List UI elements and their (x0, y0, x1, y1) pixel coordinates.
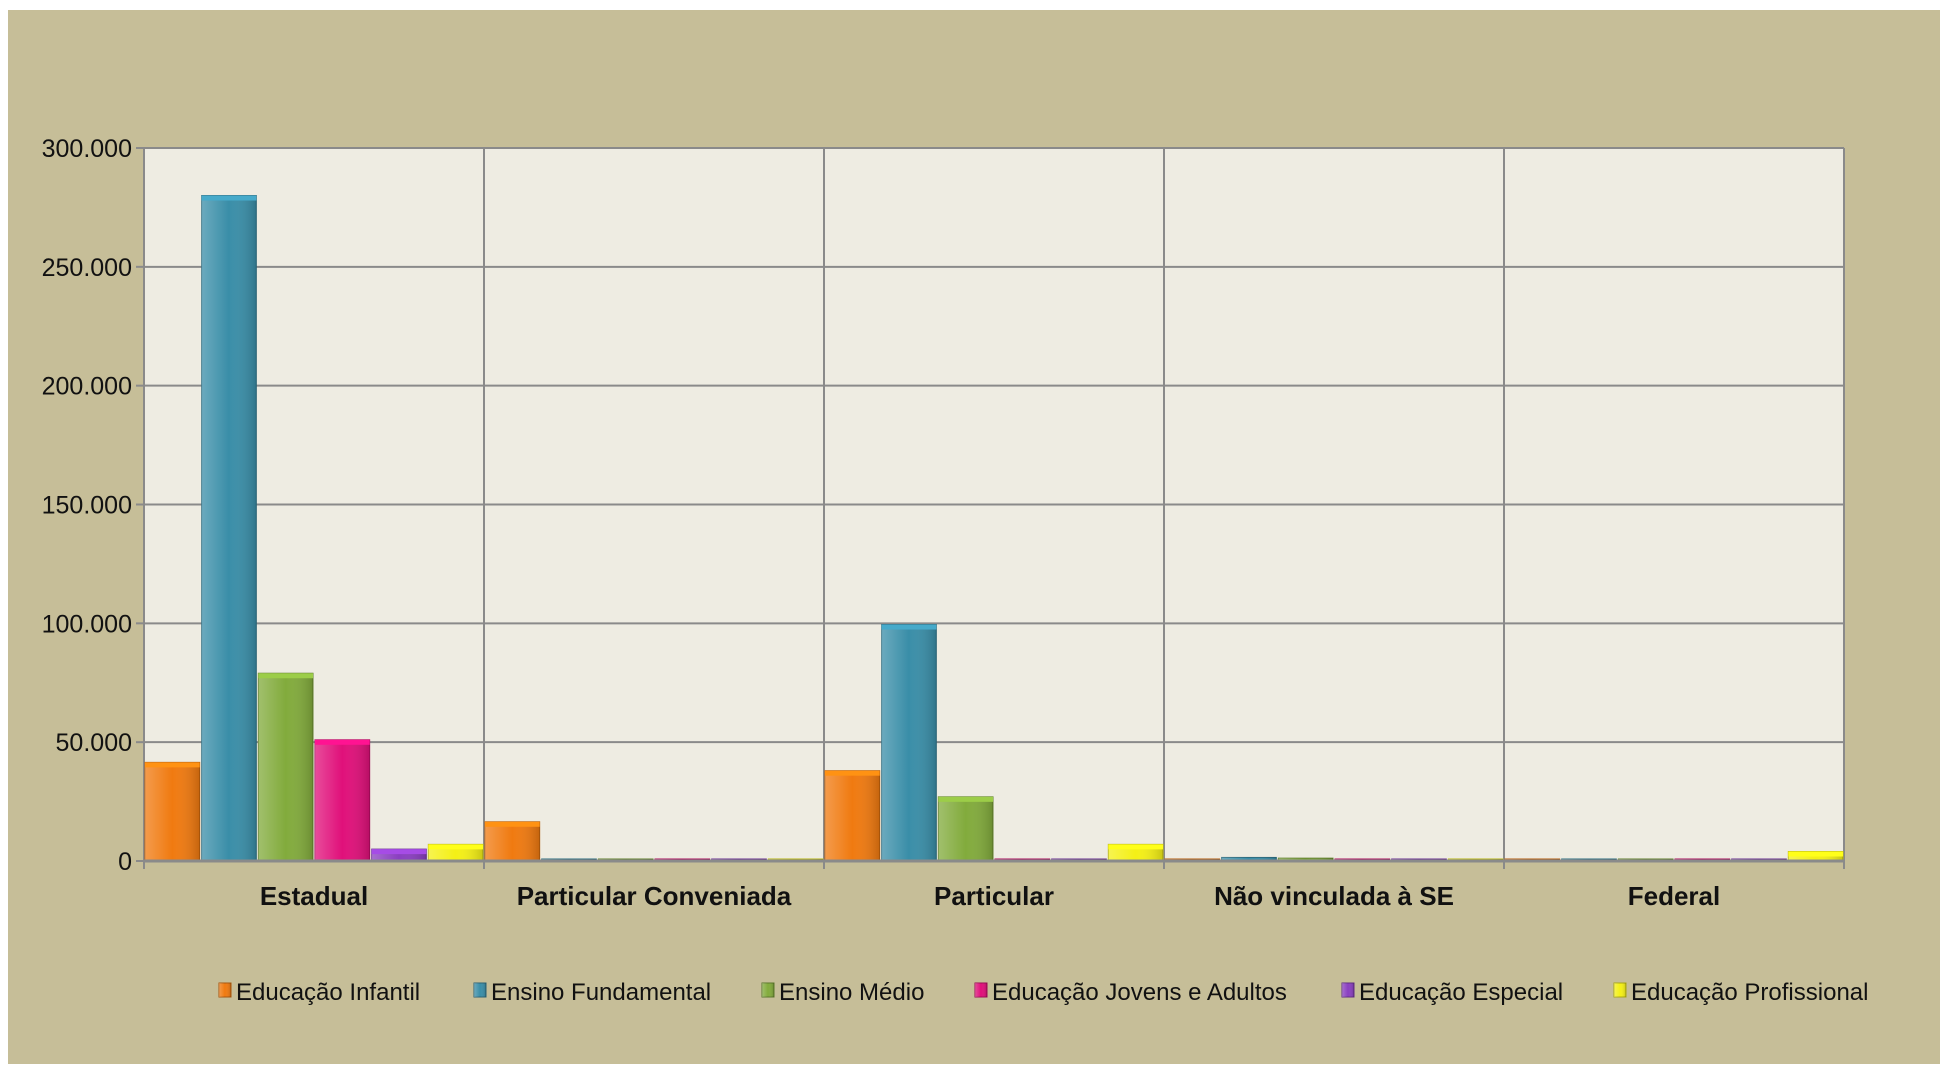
bar-top (825, 770, 880, 776)
bar-top (1788, 851, 1843, 857)
legend-swatch-shading (1614, 983, 1626, 997)
x-category-label: Particular (934, 881, 1054, 911)
bar (257, 672, 314, 862)
legend-swatch-shading (219, 983, 231, 997)
legend-label: Ensino Fundamental (491, 979, 711, 1006)
bar-chart: 0 50.000 100.000 150.000 200.000 250.000 300.0… (42, 135, 1869, 1006)
bar-top (881, 624, 937, 630)
bar-shading (315, 739, 370, 861)
legend-item: Ensino Médio (761, 979, 924, 1006)
bar-top (315, 739, 370, 745)
legend-label: Ensino Médio (779, 979, 924, 1006)
bar (427, 843, 484, 862)
y-tick-label: 100.000 (42, 610, 132, 638)
y-tick-label: 150.000 (42, 492, 132, 520)
y-tick-label: 300.000 (42, 135, 132, 163)
legend: Educação Infantil Ensino Fundamental Ensin… (218, 979, 1868, 1006)
chart-frame: 0 50.000 100.000 150.000 200.000 250.000 300.0… (8, 10, 1940, 1064)
bar-shading (485, 821, 540, 861)
legend-swatch-shading (975, 983, 987, 997)
y-tick-label: 0 (118, 848, 132, 876)
y-tick-label: 50.000 (56, 729, 132, 757)
x-axis: Estadual Particular Conveniada Particular N… (144, 859, 1844, 911)
legend-item: Educação Especial (1341, 979, 1563, 1006)
bar-top (485, 821, 540, 827)
legend-label: Educação Especial (1359, 979, 1563, 1006)
bar-shading (258, 673, 313, 861)
bar (201, 195, 257, 862)
legend-item: Educação Profissional (1613, 979, 1868, 1006)
legend-swatch-shading (1342, 983, 1354, 997)
x-category-label: Particular Conveniada (517, 881, 792, 911)
bar-shading (201, 195, 257, 862)
bar-shading (1221, 857, 1277, 861)
bar (824, 770, 881, 862)
legend-item: Educação Jovens e Adultos (974, 979, 1287, 1006)
legend-label: Educação Profissional (1631, 979, 1868, 1006)
bar (881, 624, 937, 862)
bar-top (145, 762, 200, 768)
legend-swatch-shading (762, 983, 774, 997)
bar-top (1108, 844, 1163, 850)
bar-top (938, 796, 993, 802)
bar-top (201, 195, 257, 201)
bar-top (258, 673, 313, 679)
legend-item: Educação Infantil (218, 979, 420, 1006)
y-axis: 0 50.000 100.000 150.000 200.000 250.000 300.0… (42, 135, 145, 876)
bar-top (371, 849, 427, 855)
legend-label: Educação Jovens e Adultos (992, 979, 1287, 1006)
bar (1107, 843, 1164, 862)
bar (484, 821, 541, 862)
legend-label: Educação Infantil (236, 979, 420, 1006)
bar-shading (825, 770, 880, 861)
bar-shading (881, 624, 937, 861)
bar-top (428, 844, 483, 850)
bar (937, 796, 994, 862)
legend-item: Ensino Fundamental (473, 979, 711, 1006)
bar (371, 848, 427, 862)
bar (144, 761, 201, 862)
x-category-label: Estadual (260, 881, 368, 911)
bar-shading (145, 762, 200, 861)
x-category-label: Não vinculada à SE (1214, 881, 1454, 911)
legend-swatch-shading (474, 983, 486, 997)
y-tick-label: 200.000 (42, 373, 132, 401)
bar-shading (371, 849, 427, 861)
y-tick-label: 250.000 (42, 254, 132, 282)
bar-shading (938, 796, 993, 861)
x-category-label: Federal (1628, 881, 1721, 911)
bar (314, 739, 371, 862)
